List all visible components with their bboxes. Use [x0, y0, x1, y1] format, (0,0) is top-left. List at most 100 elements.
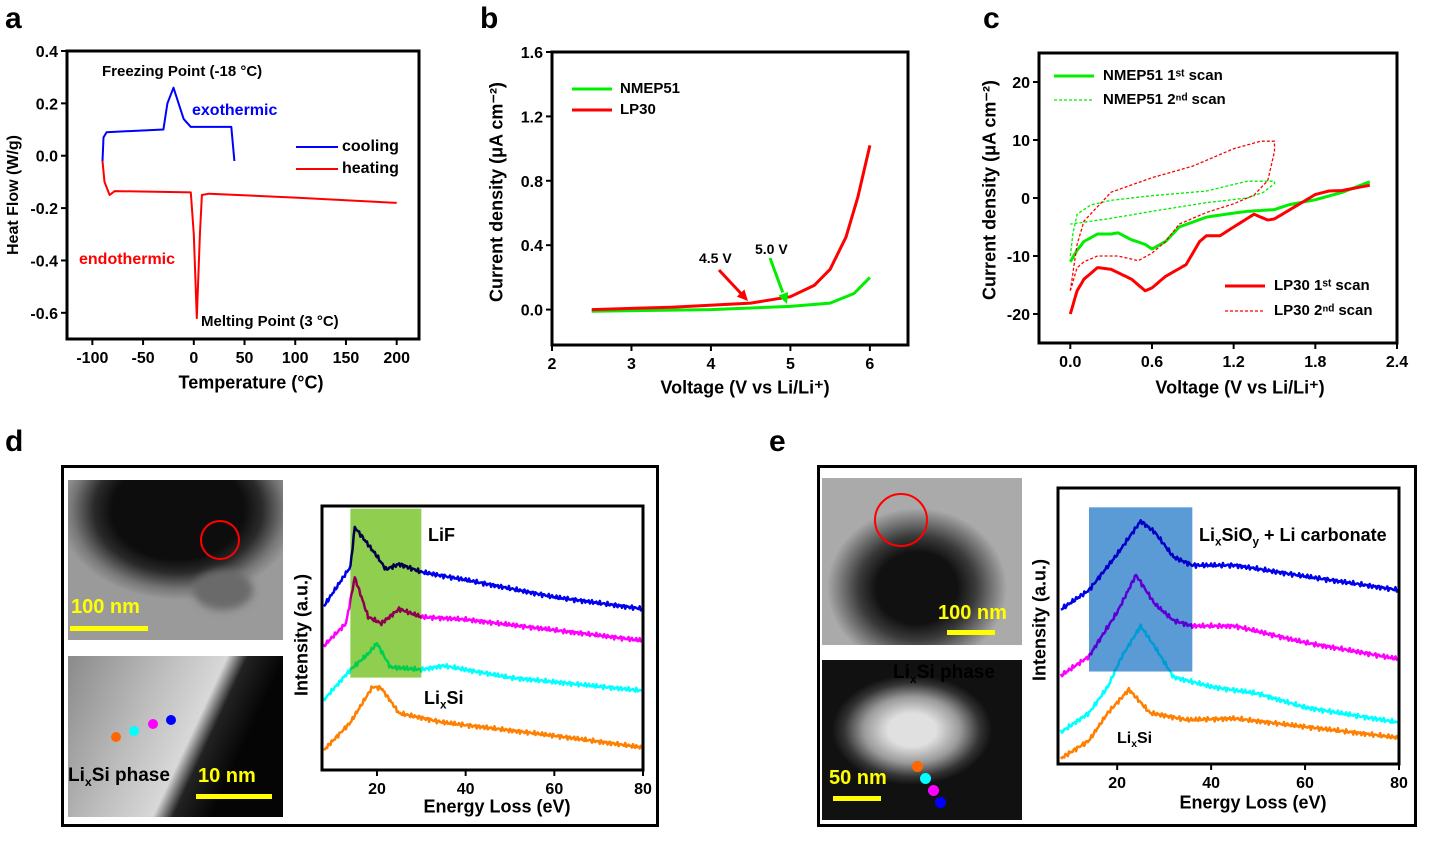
series-line-e-3: [1059, 686, 1401, 760]
annotation-carbonate: LixSiOy + Li carbonate: [1199, 525, 1387, 549]
x-tick-label-a: -100: [76, 350, 108, 367]
phase-label: LixSi phase: [68, 765, 170, 789]
y-tick-label-b: 1.6: [521, 45, 543, 62]
tem-image-e-bottom: 50 nm LixSi phase: [822, 660, 1022, 820]
probe-point-blue: [935, 797, 946, 808]
x-tick-label-c: 1.2: [1223, 354, 1245, 371]
x-tick-label-d: 40: [457, 781, 475, 798]
y-tick-label-c: 20: [1012, 75, 1030, 92]
highlight-region-d: [350, 508, 422, 678]
x-tick-label-b: 5: [786, 356, 795, 373]
panel-letter-d: d: [5, 425, 24, 458]
x-axis-label-c: Voltage (V vs Li/Li⁺): [1155, 377, 1325, 398]
arrow-5-0v-head: [778, 292, 789, 304]
panel-letter-b: b: [480, 2, 499, 35]
y-tick-label-a: -0.6: [30, 306, 58, 323]
scale-bar: [196, 794, 272, 799]
x-tick-label-a: -50: [132, 350, 155, 367]
probe-point-orange: [111, 732, 121, 742]
arrow-5-0v-shaft: [768, 257, 785, 294]
arrow-4-5v-head: [736, 289, 748, 301]
x-tick-label-a: 100: [282, 350, 309, 367]
red-circle-marker: [200, 520, 240, 560]
x-axis-label-b: Voltage (V vs Li/Li⁺): [660, 377, 830, 398]
series-line-c-1: [1069, 180, 1276, 257]
plot-frame-d: [320, 504, 645, 772]
series-line-b-0: [591, 276, 871, 313]
plot-frame-b: [550, 50, 910, 347]
x-tick-label-e: 60: [1296, 775, 1314, 792]
probe-point-cyan: [129, 726, 139, 736]
x-tick-label-b: 3: [627, 356, 636, 373]
chart-b: 2 3 4 5 6 0.0 0.4 0.8 1.2 1.6: [521, 45, 910, 373]
series-line-d-3: [323, 684, 645, 751]
panel-letter-c: c: [983, 2, 1000, 35]
y-tick-label-a: -0.2: [30, 201, 58, 218]
annotation-lixsi-e: LixSi: [1117, 730, 1153, 751]
y-tick-label-c: 0: [1021, 191, 1030, 208]
x-tick-label-e: 20: [1108, 775, 1126, 792]
y-tick-label-a: -0.4: [30, 253, 58, 270]
highlight-region-e: [1089, 507, 1193, 672]
annotation-4-5v: 4.5 V: [699, 250, 732, 266]
x-tick-label-c: 1.8: [1304, 354, 1326, 371]
y-tick-label-b: 1.2: [521, 109, 543, 126]
tem-image-e-top: 100 nm: [822, 478, 1022, 645]
x-tick-label-c: 2.4: [1386, 354, 1408, 371]
x-tick-label-b: 6: [865, 356, 874, 373]
scale-label: 100 nm: [71, 596, 140, 618]
tem-image-d-bottom: 10 nm LixSi phase: [68, 656, 283, 817]
plot-frame-e: [1056, 486, 1401, 766]
red-circle-marker: [874, 493, 928, 547]
y-tick-label-b: 0.4: [521, 238, 543, 255]
x-axis-label-e: Energy Loss (eV): [1179, 792, 1327, 813]
y-tick-label-c: 10: [1012, 133, 1030, 150]
scale-bar: [947, 630, 995, 635]
y-axis-label-c: Current density (μA cm⁻²): [979, 80, 1000, 300]
x-axis-label-d: Energy Loss (eV): [423, 796, 571, 817]
x-tick-label-c: 0.6: [1141, 354, 1163, 371]
legend-label-heating: heating: [342, 160, 399, 177]
x-tick-label-a: 0: [189, 350, 198, 367]
chart-c: 0.0 0.6 1.2 1.8 2.4 -20 -10 0 10 20: [1007, 51, 1408, 371]
scale-label: 10 nm: [198, 765, 256, 787]
x-tick-label-b: 2: [548, 356, 557, 373]
x-tick-label-c: 0.0: [1059, 354, 1081, 371]
arrow-4-5v: [717, 268, 748, 301]
plot-frame-a: [65, 49, 421, 341]
y-tick-label-b: 0.0: [521, 303, 543, 320]
y-tick-label-a: 0.0: [36, 149, 58, 166]
series-line-c-0: [1069, 180, 1371, 263]
annotation-freezing-point: Freezing Point (-18 °C): [102, 63, 263, 80]
scale-label: 50 nm: [829, 767, 887, 789]
scale-bar: [833, 796, 881, 801]
panel-d-frame: [61, 465, 659, 827]
series-line-b-1: [591, 145, 872, 312]
x-axis-label-a: Temperature (°C): [178, 372, 324, 393]
legend-label-lp30-2nd: LP30 2ⁿᵈ scan: [1274, 302, 1373, 319]
annotation-5-0v: 5.0 V: [755, 241, 788, 257]
probe-point-magenta: [928, 785, 939, 796]
annotation-lif: LiF: [428, 525, 455, 545]
series-line-a-0: [101, 86, 236, 162]
scale-bar: [70, 626, 148, 631]
panel-letter-a: a: [5, 2, 22, 35]
x-tick-label-a: 150: [333, 350, 360, 367]
series-line-a-1: [101, 160, 397, 320]
y-axis-label-a: Heat Flow (W/g): [5, 135, 22, 255]
x-tick-label-d: 60: [545, 781, 563, 798]
legend-label-lp30: LP30: [620, 101, 656, 118]
x-tick-label-d: 80: [634, 781, 652, 798]
legend-label-nmep51-2nd: NMEP51 2ⁿᵈ scan: [1103, 91, 1226, 108]
probe-point-cyan: [920, 773, 931, 784]
chart-e: 20 40 60 80: [1056, 486, 1408, 792]
probe-point-magenta: [148, 719, 158, 729]
legend-label-cooling: cooling: [342, 138, 399, 155]
annotation-endothermic: endothermic: [79, 251, 176, 268]
y-tick-label-c: -20: [1007, 307, 1030, 324]
x-tick-label-b: 4: [706, 356, 715, 373]
y-tick-label-a: 0.4: [36, 44, 58, 61]
y-axis-label-d: Intensity (a.u.): [291, 573, 312, 697]
